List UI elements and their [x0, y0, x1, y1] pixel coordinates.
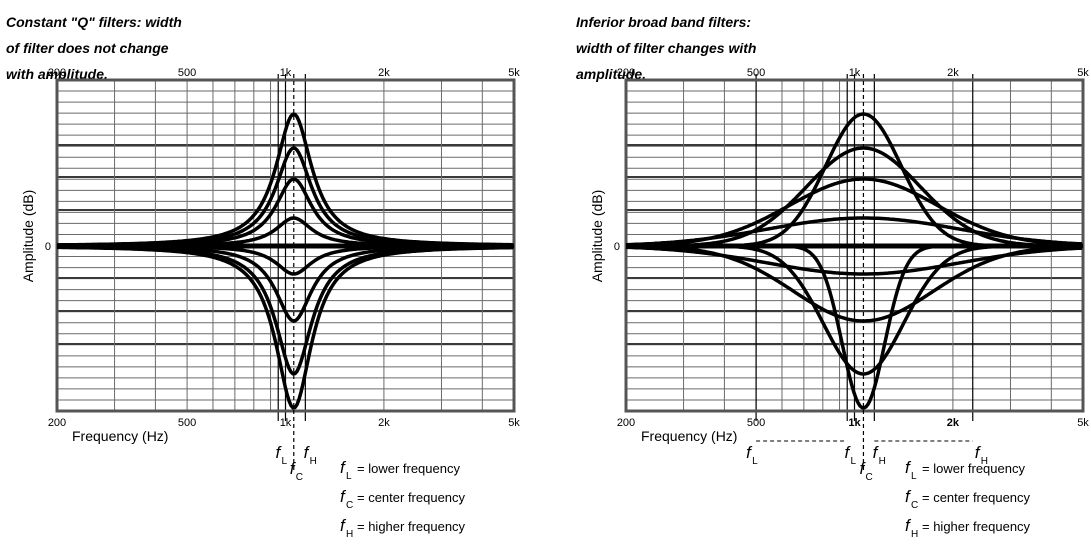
constant-q-title: Constant "Q" filters: width of filter do…	[6, 3, 266, 94]
constant-q-bottom-tick-label-200: 200	[48, 417, 66, 429]
constant-q-legend-text-h: = higher frequency	[357, 519, 466, 534]
constant-q-fc-marker-sub: C	[296, 472, 303, 483]
broad-band-legend-symbol-h-f: f	[905, 516, 912, 535]
constant-q-legend-text-l: = lower frequency	[357, 461, 460, 476]
constant-q-legend-symbol-c-sub: C	[346, 500, 353, 511]
broad-band-top-tick-label-2k: 2k	[947, 67, 959, 79]
constant-q-fl-marker-sub: L	[282, 456, 288, 467]
constant-q-legend-symbol-l-sub: L	[346, 471, 352, 482]
broad-band-fh-wide-marker-sub: H	[981, 456, 988, 467]
constant-q-top-tick-label-500: 500	[178, 67, 196, 79]
broad-band-legend-text-l: = lower frequency	[922, 461, 1025, 476]
constant-q-top-tick-label-2k: 2k	[378, 67, 390, 79]
broad-band-panel: 200 500 1k 2k 5k 200 500 1k 2k 5k Amplitude (dB) 0 F…	[589, 67, 1089, 540]
constant-q-bottom-tick-label-500: 500	[178, 417, 196, 429]
broad-band-title-line-2: width of filter changes with	[576, 40, 757, 56]
broad-band-response-curves	[625, 112, 1083, 410]
broad-band-x-axis-label: Frequency (Hz)	[641, 428, 737, 444]
constant-q-legend-item-l: f L = lower frequency	[340, 458, 460, 482]
broad-band-legend-text-h: = higher frequency	[922, 519, 1031, 534]
constant-q-title-line-3: with amplitude.	[6, 66, 108, 82]
constant-q-bottom-tick-label-2k: 2k	[378, 417, 390, 429]
broad-band-bottom-tick-label-200: 200	[617, 417, 635, 429]
broad-band-top-tick-label-200: 200	[617, 67, 635, 79]
broad-band-top-tick-label-500: 500	[747, 67, 765, 79]
broad-band-fl-wide-marker-f: f	[746, 443, 753, 462]
broad-band-fc-marker-f: f	[859, 459, 866, 478]
constant-q-top-tick-label-200: 200	[48, 67, 66, 79]
broad-band-fh-wide-marker-f: f	[975, 443, 982, 462]
constant-q-legend-item-c: f C = center frequency	[340, 487, 466, 511]
constant-q-legend-item-h: f H = higher frequency	[340, 516, 466, 540]
broad-band-legend-symbol-l-sub: L	[911, 471, 917, 482]
broad-band-y-axis-label: Amplitude (dB)	[589, 190, 605, 283]
broad-band-legend-symbol-c-f: f	[905, 487, 912, 506]
constant-q-legend-symbol-h-sub: H	[346, 529, 353, 540]
constant-q-y-axis-label: Amplitude (dB)	[20, 190, 36, 283]
broad-band-curve-4	[625, 216, 1083, 247]
broad-band-top-tick-label-1k: 1k	[849, 67, 861, 79]
broad-band-curve-6	[626, 244, 1083, 323]
broad-band-fl-marker-f: f	[845, 443, 852, 462]
broad-band-legend-symbol-l-f: f	[905, 458, 912, 477]
broad-band-bottom-tick-label-500: 500	[747, 417, 765, 429]
constant-q-fh-marker-f: f	[304, 443, 311, 462]
broad-band-fh-marker-sub: H	[879, 456, 886, 467]
broad-band-fl-wide-marker-sub: L	[752, 456, 758, 467]
broad-band-title: Inferior broad band filters: width of fi…	[576, 3, 836, 94]
broad-band-legend-item-c: f C = center frequency	[905, 487, 1031, 511]
constant-q-panel: 200 500 1k 2k 5k 200 500 1k 2k 5k Amplitude (dB) 0 F…	[20, 67, 520, 540]
broad-band-fh-marker-f: f	[873, 443, 880, 462]
constant-q-fl-marker-f: f	[276, 443, 283, 462]
constant-q-bottom-tick-label-1k: 1k	[280, 417, 292, 429]
constant-q-top-tick-label-5k: 5k	[508, 67, 520, 79]
broad-band-legend-item-l: f L = lower frequency	[905, 458, 1025, 482]
broad-band-curve-8	[626, 244, 1082, 410]
constant-q-x-axis-label: Frequency (Hz)	[72, 428, 168, 444]
constant-q-title-line-1: Constant "Q" filters: width	[6, 14, 182, 30]
broad-band-bottom-tick-label-1k: 1k	[848, 417, 861, 429]
constant-q-response-curves	[56, 112, 514, 410]
constant-q-bottom-tick-label-5k: 5k	[508, 417, 520, 429]
constant-q-curve-8	[57, 245, 513, 410]
constant-q-fc-marker-f: f	[290, 459, 297, 478]
broad-band-y-zero-label: 0	[614, 241, 620, 253]
broad-band-fc-marker-sub: C	[865, 472, 872, 483]
broad-band-bottom-tick-label-2k: 2k	[947, 417, 960, 429]
broad-band-legend-symbol-h-sub: H	[911, 529, 918, 540]
constant-q-top-tick-label-1k: 1k	[280, 67, 292, 79]
broad-band-legend-symbol-c-sub: C	[911, 500, 918, 511]
broad-band-legend-text-c: = center frequency	[922, 490, 1031, 505]
broad-band-bottom-tick-label-5k: 5k	[1077, 417, 1089, 429]
constant-q-legend-symbol-h-f: f	[340, 516, 347, 535]
constant-q-legend-symbol-l-f: f	[340, 458, 347, 477]
broad-band-title-line-1: Inferior broad band filters:	[576, 14, 752, 30]
constant-q-legend-symbol-c-f: f	[340, 487, 347, 506]
constant-q-legend-text-c: = center frequency	[357, 490, 466, 505]
constant-q-fh-marker-sub: H	[310, 456, 317, 467]
broad-band-top-tick-label-5k: 5k	[1077, 67, 1089, 79]
broad-band-title-line-3: amplitude.	[576, 66, 647, 82]
constant-q-y-zero-label: 0	[45, 241, 51, 253]
constant-q-title-line-2: of filter does not change	[6, 40, 169, 56]
broad-band-legend-item-h: f H = higher frequency	[905, 516, 1031, 540]
broad-band-fl-marker-sub: L	[851, 456, 857, 467]
